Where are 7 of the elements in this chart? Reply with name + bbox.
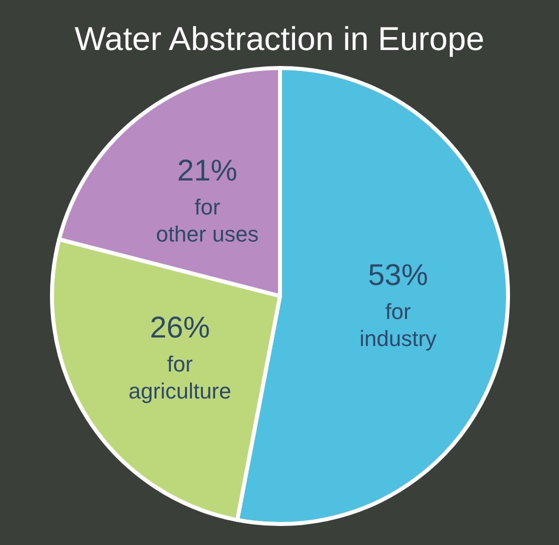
chart-title: Water Abstraction in Europe [74, 20, 484, 57]
data-label: 26% [150, 312, 210, 345]
slice-label: for industry [360, 299, 437, 352]
slice-label: for agriculture [128, 352, 232, 404]
data-label: 53% [368, 259, 428, 292]
slice-label: for other uses [156, 194, 259, 246]
data-label: 21% [177, 154, 238, 188]
